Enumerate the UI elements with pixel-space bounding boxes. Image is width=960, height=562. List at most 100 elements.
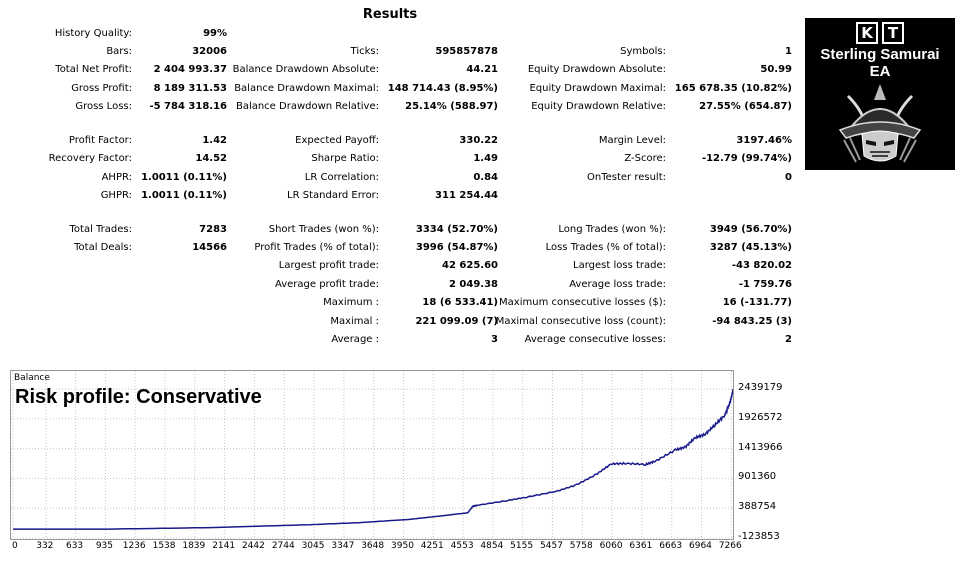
stat-label: Expected Payoff: [295,135,379,146]
stat-label: Average loss trade: [569,279,666,290]
x-tick-label: 332 [36,541,54,551]
x-tick-label: 7266 [718,541,742,551]
stat-label: Total Net Profit: [55,64,132,75]
x-tick-label: 1839 [182,541,206,551]
x-tick-label: 6964 [689,541,712,551]
x-tick-label: 4854 [480,541,504,551]
stat-value: 595857878 [435,46,498,57]
stat-value: 99% [203,28,227,39]
x-tick-label: 3347 [331,541,355,551]
logo-name: Sterling Samurai EA [805,46,955,80]
stat-label: LR Correlation: [304,172,379,183]
stat-label: Largest profit trade: [278,260,379,271]
stat-label: Equity Drawdown Relative: [531,101,666,112]
stat-label: Loss Trades (% of total): [545,242,666,253]
stat-value: 221 099.09 (7) [415,316,498,327]
stat-label: Equity Drawdown Maximal: [529,83,666,94]
stat-value: -94 843.25 (3) [712,316,792,327]
stat-label: Margin Level: [598,135,666,146]
stat-label: OnTester result: [586,172,666,183]
stat-value: 2 [785,334,792,345]
y-tick-label: 901360 [738,471,777,483]
balance-chart: Balance Risk profile: Conservative [10,370,734,540]
stat-label: AHPR: [101,172,132,183]
stat-value: 3287 (45.13%) [709,242,792,253]
stat-label: Equity Drawdown Absolute: [527,64,666,75]
stat-value: 8 189 311.53 [153,83,227,94]
stat-label: Maximal consecutive loss (count): [495,316,666,327]
stat-value: 14566 [192,242,227,253]
stat-label: Z-Score: [624,153,666,164]
y-tick-label: 388754 [738,501,777,513]
x-tick-label: 5758 [569,541,593,551]
stat-label: Profit Trades (% of total): [254,242,379,253]
stat-label: Balance Drawdown Maximal: [234,83,379,94]
stat-label: Average consecutive losses: [524,334,666,345]
stat-label: Gross Profit: [71,83,132,94]
stat-label: Maximum : [323,297,379,308]
stat-label: Maximal : [330,316,379,327]
stat-value: 44.21 [466,64,498,75]
x-tick-label: 2141 [212,541,236,551]
x-tick-label: 935 [95,541,114,551]
stat-label: Average : [331,334,379,345]
stat-value: -12.79 (99.74%) [701,153,792,164]
x-tick-label: 2442 [241,541,265,551]
stat-value: 148 714.43 (8.95%) [387,83,498,94]
stat-label: Largest loss trade: [573,260,666,271]
stat-label: Balance Drawdown Relative: [235,101,379,112]
stat-value: 165 678.35 (10.82%) [674,83,792,94]
x-tick-label: 633 [65,541,84,551]
stat-label: Maximum consecutive losses ($): [499,297,666,308]
y-tick-label: 1926572 [738,411,783,423]
stat-value: 0 [785,172,792,183]
stat-value: 1.42 [202,135,227,146]
stat-label: Balance Drawdown Absolute: [232,64,379,75]
x-tick-label: 6060 [599,541,623,551]
stat-value: 1 [785,46,792,57]
x-tick-label: 4251 [420,541,444,551]
logo-name-line1: Sterling Samurai [820,46,940,63]
stat-value: 14.52 [195,153,227,164]
y-tick-label: 2439179 [738,382,783,393]
stat-value: 3334 (52.70%) [415,224,498,235]
x-tick-label: 3950 [391,541,414,551]
x-tick-label: 0 [12,541,18,551]
stat-label: Bars: [106,46,132,57]
stat-label: Total Trades: [69,224,133,235]
x-tick-label: 3045 [301,541,325,551]
x-tick-label: 6361 [629,541,653,551]
stat-value: 330.22 [459,135,498,146]
report-title: Results [362,7,418,22]
logo-letter-k: K [856,22,878,44]
stat-value: 1.0011 (0.11%) [141,190,227,201]
stat-value: 42 625.60 [442,260,498,271]
logo-letter-t: T [882,22,904,44]
stat-value: 18 (6 533.41) [422,297,498,308]
stat-label: LR Standard Error: [287,190,379,201]
stat-value: -43 820.02 [731,260,792,271]
stat-value: 2 404 993.37 [153,64,227,75]
stat-value: 3197.46% [736,135,792,146]
stat-value: 3996 (54.87%) [415,242,498,253]
x-tick-label: 5155 [510,541,534,551]
stat-value: 2 049.38 [448,279,498,290]
chart-title: Balance [14,373,50,383]
stat-value: 0.84 [473,172,498,183]
stat-label: Ticks: [350,46,379,57]
logo-name-line2: EA [869,63,891,80]
x-tick-label: 5457 [540,541,563,551]
stat-value: 50.99 [760,64,792,75]
stat-value: 1.49 [473,153,498,164]
stat-label: Sharpe Ratio: [311,153,379,164]
stat-label: History Quality: [54,28,132,39]
stat-value: 27.55% (654.87) [699,101,792,112]
stat-label: Long Trades (won %): [558,224,666,235]
balance-series-line [13,388,733,530]
chart-annotation: Risk profile: Conservative [15,386,262,408]
stat-value: 32006 [192,46,227,57]
x-tick-label: 1538 [152,541,176,551]
stat-label: Recovery Factor: [48,153,132,164]
